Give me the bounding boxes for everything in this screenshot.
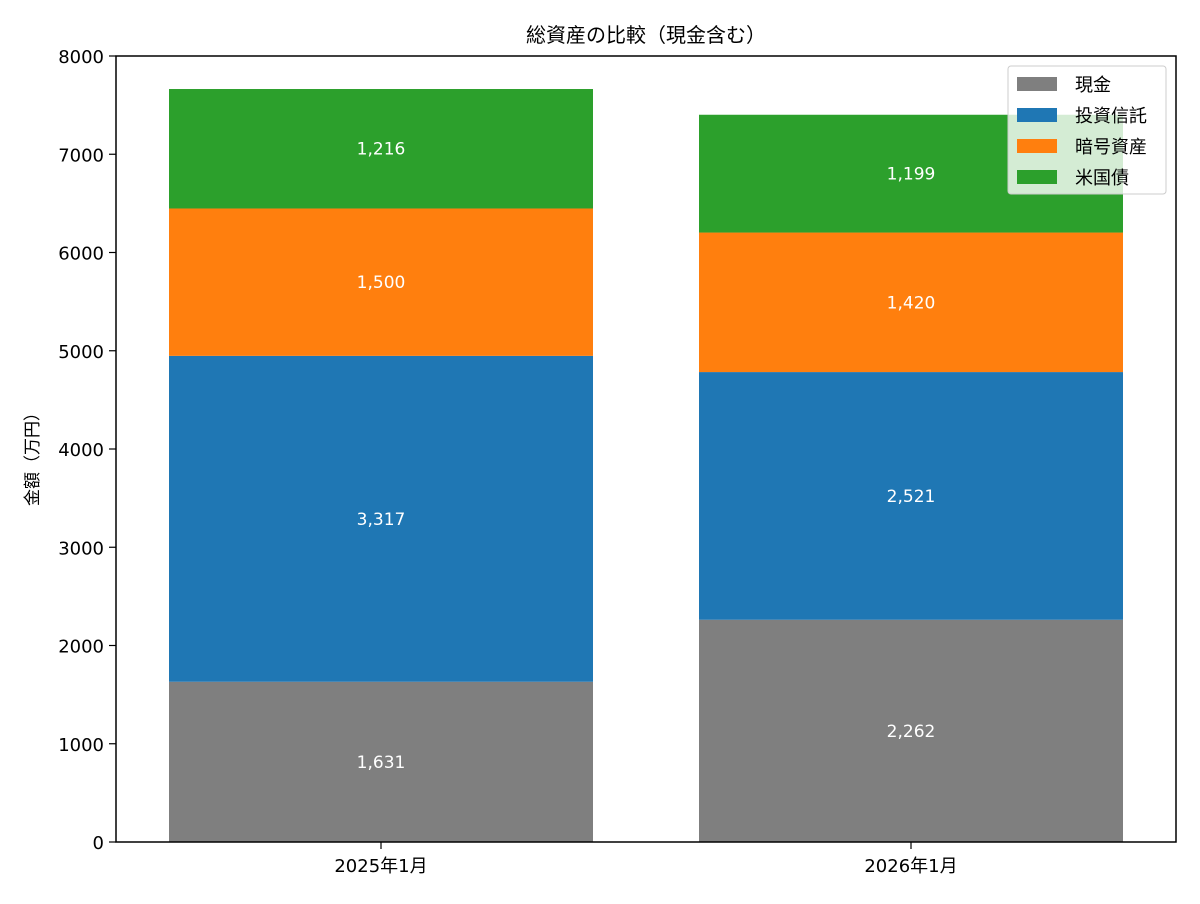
- legend-label-4: 米国債: [1075, 168, 1129, 189]
- y-tick-label-7: 6000: [58, 244, 104, 265]
- x-tick-label-2: 2026年1月: [864, 856, 957, 877]
- legend-swatch-2: [1017, 108, 1057, 122]
- bar-segment-1-2: [699, 619, 1123, 842]
- y-tick-label-3: 2000: [58, 637, 104, 658]
- y-axis-label: 金額（万円）: [23, 404, 43, 506]
- y-tick-label-9: 8000: [58, 47, 104, 68]
- bar-segment-3-1: [169, 208, 593, 356]
- y-tick-label-2: 1000: [58, 735, 104, 756]
- y-tick-label-4: 3000: [58, 538, 104, 559]
- bar-segment-4-1: [169, 89, 593, 209]
- x-tick-label-1: 2025年1月: [334, 856, 427, 877]
- legend-box: [1007, 65, 1167, 195]
- data-label-4-2: 1,199: [887, 165, 936, 185]
- bar-segment-2-1: [169, 355, 593, 682]
- data-label-1-2: 2,262: [887, 722, 936, 742]
- bar-segment-2-2: [699, 372, 1123, 620]
- legend-label-1: 現金: [1075, 75, 1111, 96]
- axes-layer: 0 1000 2000 3000 4000 5000 6000 7000 8000 2025年1月…: [58, 47, 1177, 877]
- y-tick-label-1: 0: [93, 833, 104, 854]
- data-label-3-2: 1,420: [887, 293, 936, 313]
- legend-swatch-4: [1017, 170, 1057, 184]
- legend-swatch-1: [1017, 77, 1057, 91]
- data-label-3-1: 1,500: [357, 273, 406, 293]
- bars-layer: 1,631 3,317 1,500 1,216 2,262 2,521 1,420 1,199: [169, 89, 1123, 842]
- data-label-2-2: 2,521: [887, 487, 936, 507]
- chart-title: 総資産の比較（現金含む）: [526, 23, 766, 47]
- y-tick-label-6: 5000: [58, 342, 104, 363]
- y-tick-label-5: 4000: [58, 440, 104, 461]
- legend-label-3: 暗号資産: [1075, 137, 1147, 158]
- legend-label-2: 投資信託: [1075, 106, 1147, 127]
- data-label-2-1: 3,317: [357, 510, 406, 530]
- bar-segment-1-1: [169, 681, 593, 842]
- legend-swatch-3: [1017, 139, 1057, 153]
- bar-segment-3-2: [699, 232, 1123, 373]
- data-label-4-1: 1,216: [357, 140, 406, 160]
- y-tick-label-8: 7000: [58, 145, 104, 166]
- data-label-1-1: 1,631: [357, 753, 406, 773]
